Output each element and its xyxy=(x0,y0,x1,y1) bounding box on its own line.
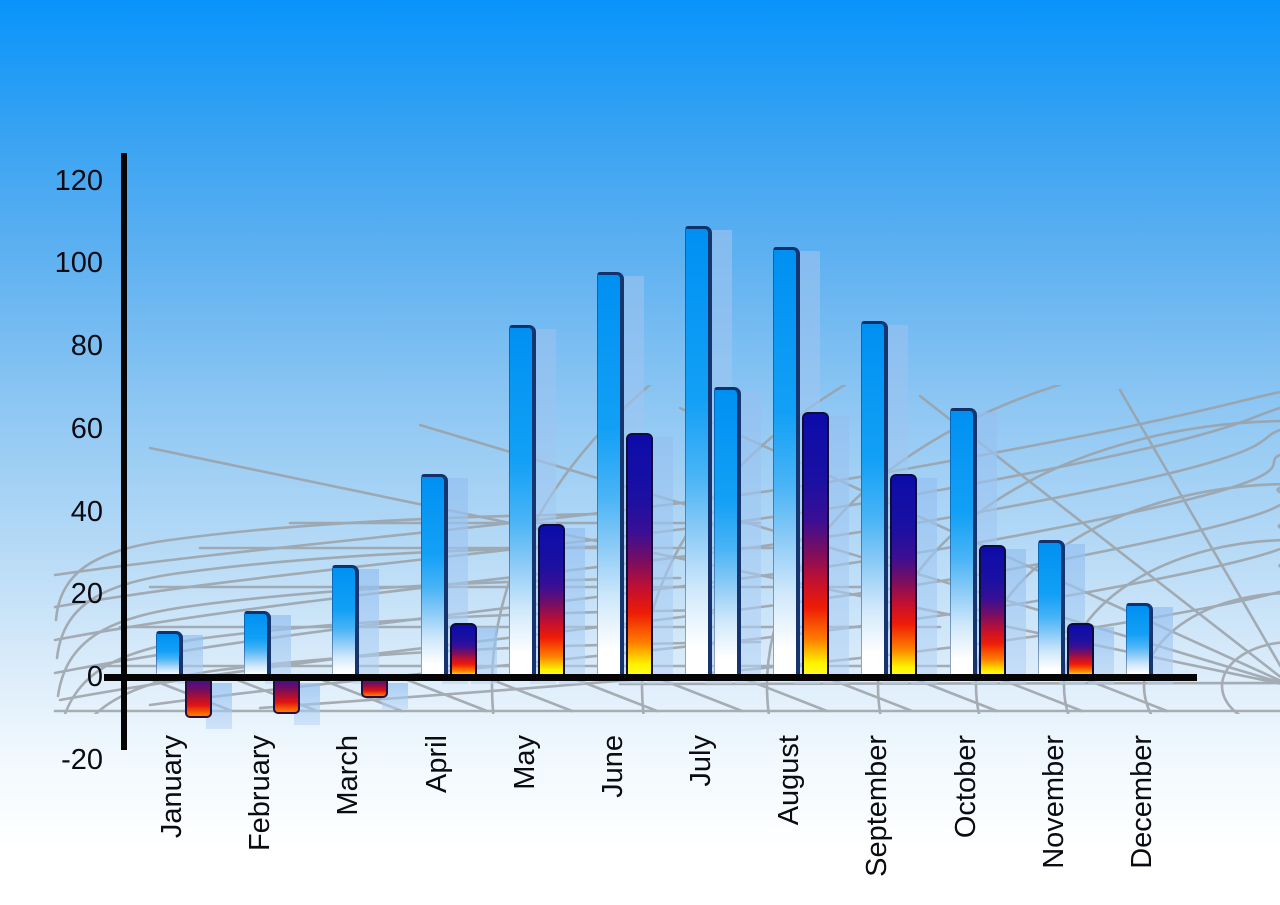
bar-main-blue xyxy=(244,611,271,679)
y-axis-line xyxy=(121,153,127,750)
bar-main-blue xyxy=(1038,540,1065,679)
x-month-label: July xyxy=(685,735,717,787)
bar-main-blue xyxy=(950,408,977,679)
x-month-label: May xyxy=(509,735,541,790)
x-month-label: January xyxy=(156,735,188,839)
bar-main-blue xyxy=(332,565,359,679)
bar-main-heat xyxy=(538,524,565,679)
x-month-label: October xyxy=(950,735,982,839)
y-tick-label: 100 xyxy=(54,247,103,280)
x-month-label: November xyxy=(1038,735,1070,869)
bar-main-heat xyxy=(1067,623,1094,679)
bar-main-heat xyxy=(979,545,1006,679)
y-tick-label: 40 xyxy=(70,495,103,528)
bar-main-blue xyxy=(509,325,536,679)
bar-main-blue xyxy=(861,321,888,679)
x-axis-line xyxy=(104,674,1197,681)
bar-main-blue xyxy=(685,226,712,679)
x-month-label: March xyxy=(332,735,364,816)
bar-main-blue xyxy=(714,387,741,679)
y-tick-label: 60 xyxy=(70,412,103,445)
y-tick-label: 120 xyxy=(54,164,103,197)
bar-main-heat xyxy=(890,474,917,679)
x-month-label: September xyxy=(861,735,893,877)
bar-main-heat xyxy=(450,623,477,679)
bar-main-blue xyxy=(1126,603,1153,679)
y-tick-label: 80 xyxy=(70,330,103,362)
bar-main-blue xyxy=(773,247,800,679)
bar-main-negative xyxy=(185,677,212,718)
y-tick-label: 0 xyxy=(86,661,103,693)
bar-main-blue xyxy=(421,474,448,679)
bar-main-blue xyxy=(597,272,624,679)
x-month-label: June xyxy=(597,735,629,798)
x-month-label: August xyxy=(773,735,805,826)
y-tick-label: -20 xyxy=(61,743,103,776)
bar-main-heat xyxy=(802,412,829,679)
bar-main-negative xyxy=(273,677,300,714)
bar-main-heat xyxy=(626,433,653,679)
x-month-label: February xyxy=(244,735,276,852)
bar-main-blue xyxy=(156,631,183,679)
bar-main-negative xyxy=(361,677,388,698)
x-month-label: April xyxy=(421,735,453,794)
y-tick-label: 20 xyxy=(70,578,103,611)
x-month-label: December xyxy=(1126,735,1158,869)
